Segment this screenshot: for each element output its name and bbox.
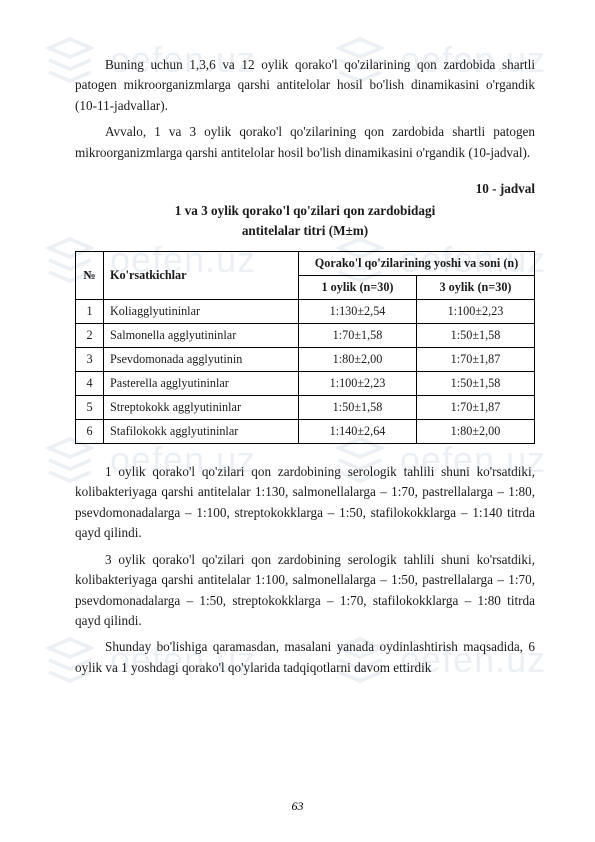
cell-num: 5 (76, 395, 104, 419)
cell-1month: 1:80±2,00 (299, 347, 417, 371)
table-row: 1Koliagglyutininlar1:130±2,541:100±2,23 (76, 299, 535, 323)
cell-indicator: Koliagglyutininlar (104, 299, 299, 323)
cell-indicator: Psevdomonada agglyutinin (104, 347, 299, 371)
cell-1month: 1:140±2,64 (299, 419, 417, 443)
header-group: Qorako'l qo'zilarining yoshi va soni (n) (299, 251, 535, 275)
table-row: 4Pasterella agglyutininlar1:100±2,231:50… (76, 371, 535, 395)
table-title-line2: antitelalar titri (M±m) (242, 223, 368, 238)
table-row: 2Salmonella agglyutininlar1:70±1,581:50±… (76, 323, 535, 347)
header-number: № (76, 251, 104, 299)
header-col-1month: 1 oylik (n=30) (299, 275, 417, 299)
table-title: 1 va 3 oylik qorako'l qo'zilari qon zard… (75, 201, 535, 241)
header-col-3month: 3 oylik (n=30) (417, 275, 535, 299)
cell-1month: 1:130±2,54 (299, 299, 417, 323)
cell-3month: 1:100±2,23 (417, 299, 535, 323)
cell-indicator: Stafilokokk agglyutininlar (104, 419, 299, 443)
cell-num: 6 (76, 419, 104, 443)
cell-num: 4 (76, 371, 104, 395)
cell-indicator: Streptokokk agglyutininlar (104, 395, 299, 419)
cell-3month: 1:50±1,58 (417, 371, 535, 395)
cell-1month: 1:100±2,23 (299, 371, 417, 395)
cell-1month: 1:50±1,58 (299, 395, 417, 419)
cell-3month: 1:80±2,00 (417, 419, 535, 443)
table-body: 1Koliagglyutininlar1:130±2,541:100±2,232… (76, 299, 535, 443)
cell-1month: 1:70±1,58 (299, 323, 417, 347)
cell-3month: 1:70±1,87 (417, 347, 535, 371)
paragraph-4: 3 oylik qorako'l qo'zilari qon zardobini… (75, 550, 535, 632)
paragraph-3: 1 oylik qorako'l qo'zilari qon zardobini… (75, 462, 535, 544)
cell-num: 1 (76, 299, 104, 323)
header-indicator: Ko'rsatkichlar (104, 251, 299, 299)
table-title-line1: 1 va 3 oylik qorako'l qo'zilari qon zard… (175, 203, 436, 218)
cell-3month: 1:50±1,58 (417, 323, 535, 347)
cell-indicator: Salmonella agglyutininlar (104, 323, 299, 347)
table-header-row-1: № Ko'rsatkichlar Qorako'l qo'zilarining … (76, 251, 535, 275)
cell-indicator: Pasterella agglyutininlar (104, 371, 299, 395)
paragraph-5: Shunday bo'lishiga qaramasdan, masalani … (75, 637, 535, 678)
page-number: 63 (0, 799, 595, 814)
table-row: 6Stafilokokk agglyutininlar1:140±2,641:8… (76, 419, 535, 443)
table-row: 3Psevdomonada agglyutinin1:80±2,001:70±1… (76, 347, 535, 371)
data-table: № Ko'rsatkichlar Qorako'l qo'zilarining … (75, 251, 535, 444)
cell-num: 2 (76, 323, 104, 347)
cell-3month: 1:70±1,87 (417, 395, 535, 419)
paragraph-1: Buning uchun 1,3,6 va 12 oylik qorako'l … (75, 55, 535, 116)
page-content: Buning uchun 1,3,6 va 12 oylik qorako'l … (0, 0, 595, 724)
paragraph-2: Avvalo, 1 va 3 oylik qorako'l qo'zilarin… (75, 122, 535, 163)
table-label: 10 - jadval (75, 181, 535, 197)
table-row: 5Streptokokk agglyutininlar1:50±1,581:70… (76, 395, 535, 419)
cell-num: 3 (76, 347, 104, 371)
